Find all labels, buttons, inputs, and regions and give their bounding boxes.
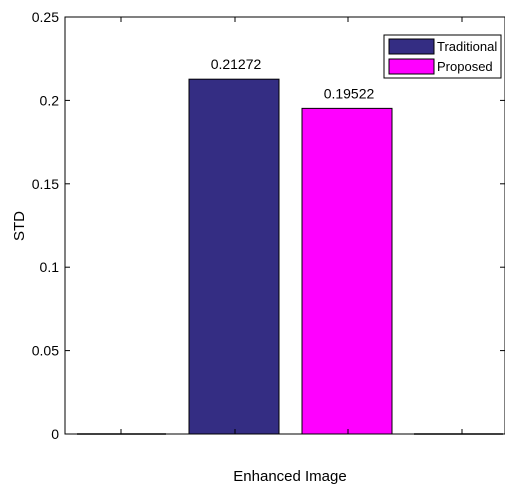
bar-proposed [301, 107, 393, 435]
y-tick-label: 0.2 [40, 92, 60, 108]
data-label-traditional: 0.21272 [211, 56, 262, 72]
y-axis-ticks: 0 0.05 0.1 0.15 0.2 0.25 [32, 9, 505, 442]
y-tick-label: 0.1 [40, 259, 60, 275]
data-label-proposed: 0.19522 [324, 85, 375, 101]
plot-area [64, 16, 505, 435]
x-axis-label: Enhanced Image [233, 468, 346, 484]
legend-label-proposed: Proposed [437, 59, 493, 74]
y-tick-label: 0 [51, 426, 59, 442]
y-axis-label: STD [11, 211, 28, 241]
y-tick-label: 0.25 [32, 9, 59, 25]
x-axis-ticks [77, 17, 503, 435]
legend: Traditional Proposed [383, 34, 502, 79]
legend-swatch-traditional [388, 38, 435, 55]
legend-label-traditional: Traditional [437, 39, 497, 54]
y-tick-label: 0.05 [32, 343, 59, 359]
bars-layer: 0.21272 0.19522 [188, 56, 393, 435]
y-tick-label: 0.15 [32, 176, 59, 192]
bar-traditional [188, 78, 280, 435]
legend-swatch-proposed [388, 58, 435, 75]
